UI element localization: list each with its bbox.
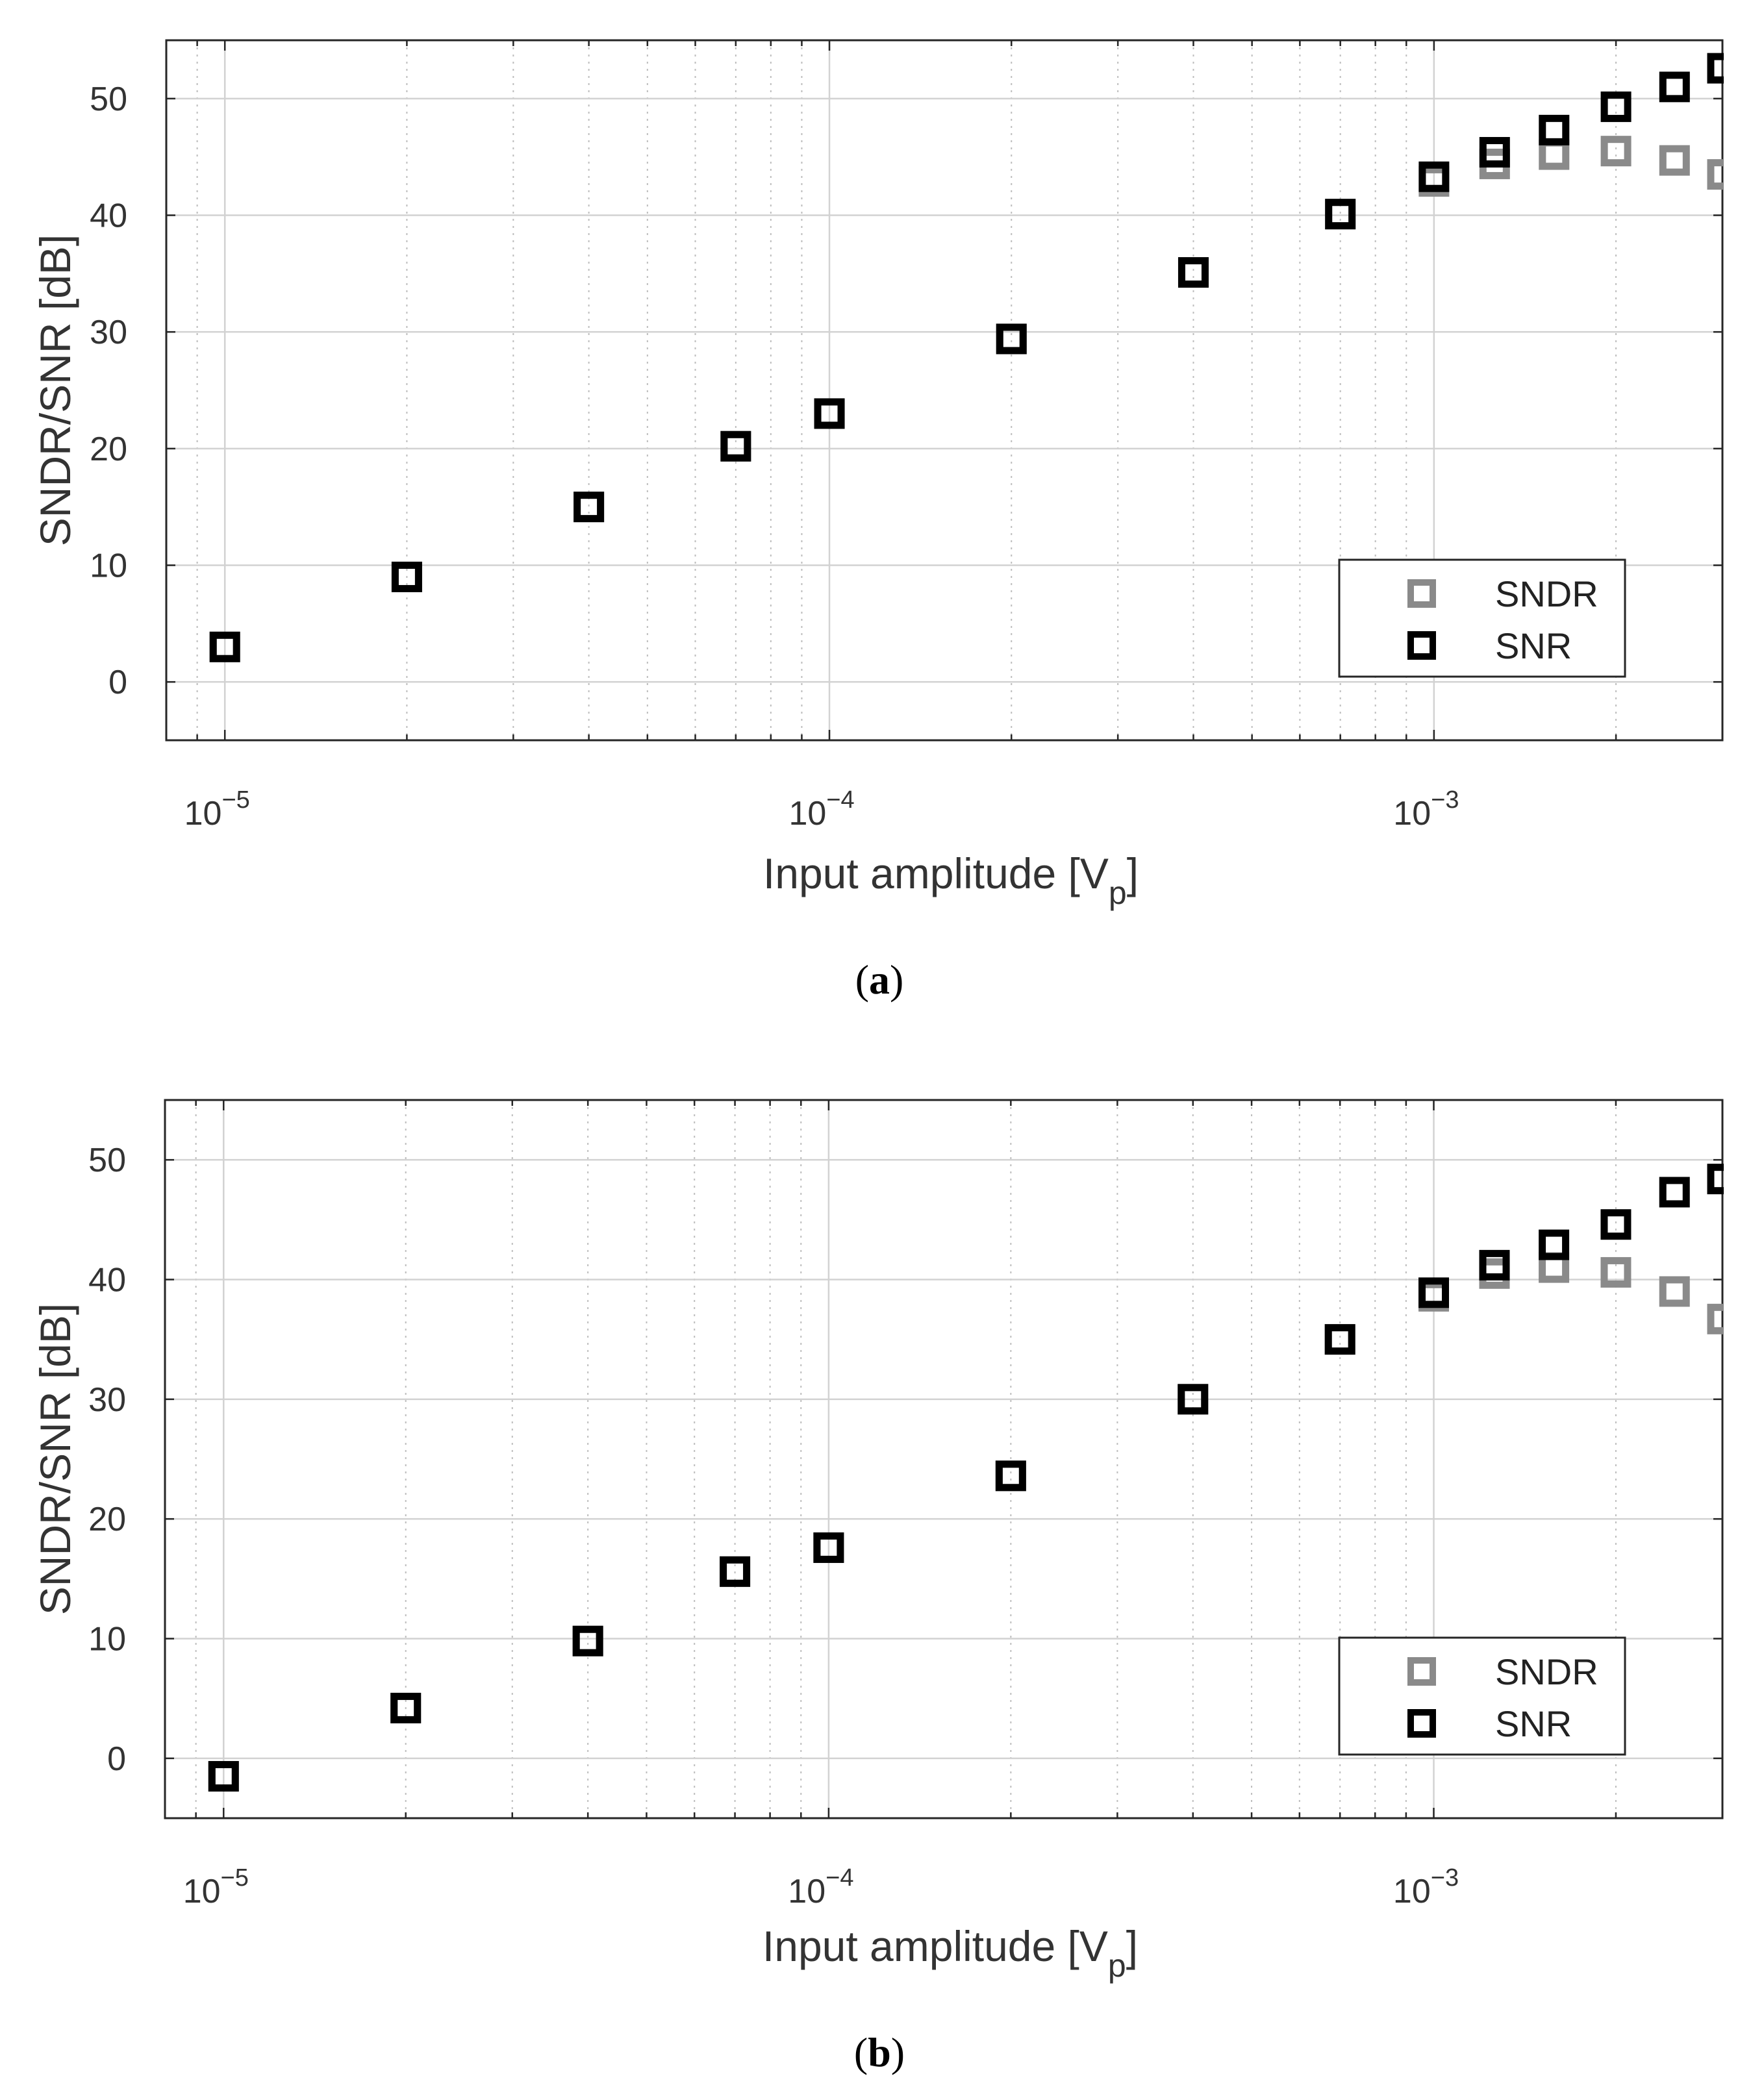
legend-marker-sndr [1407, 1657, 1436, 1686]
legend-label-sndr: SNDR [1495, 1651, 1598, 1692]
data-point-snr [1600, 91, 1632, 122]
data-point-sndr [1600, 136, 1632, 167]
y-tick-label: 50 [90, 81, 127, 118]
legend-label-sndr: SNDR [1495, 573, 1598, 614]
chart-panel-b: 0 10 20 30 40 50 10−5 10−4 10−3 Input amplitude [… [31, 1099, 1724, 2075]
panel-caption: (a) [855, 956, 904, 1003]
y-tick-label: 10 [90, 547, 127, 585]
legend-marker-snr [1407, 631, 1436, 660]
data-point-snr [1539, 114, 1570, 145]
tick-marks [165, 1100, 1722, 1818]
chart-panel-a: 0 10 20 30 40 50 10−5 10−4 10−3 Input amplitude [… [31, 39, 1724, 1003]
data-point-sndr [1600, 1256, 1632, 1288]
data-point-snr [209, 631, 240, 662]
y-tick-label: 20 [88, 1501, 126, 1538]
y-tick-label: 20 [90, 431, 127, 468]
data-point-snr [720, 431, 751, 462]
x-tick-label: 10−4 [788, 1864, 853, 1910]
data-point-sndr [1707, 1303, 1724, 1334]
data-point-snr [572, 1625, 603, 1656]
data-point-sndr [1659, 145, 1690, 176]
y-tick-label: 10 [88, 1621, 126, 1658]
data-point-snr [1325, 199, 1356, 230]
data-point-snr [391, 561, 422, 592]
data-point-sndr [1707, 159, 1724, 190]
legend: SNDR SNR [1338, 558, 1626, 678]
panel-caption: (b) [854, 2029, 905, 2075]
data-point-snr [1178, 257, 1209, 288]
data-point-snr [1600, 1209, 1632, 1240]
data-point-snr [1418, 1277, 1450, 1308]
y-tick-label: 30 [90, 314, 127, 351]
data-point-snr [1479, 1249, 1510, 1281]
y-tick-label: 0 [107, 1740, 126, 1778]
data-point-snr [813, 1532, 844, 1563]
data-point-sndr [1659, 1276, 1690, 1307]
data-point-snr [390, 1692, 422, 1723]
series-snr [208, 1164, 1724, 1792]
y-tick-label: 30 [88, 1381, 126, 1419]
y-tick-label: 40 [88, 1262, 126, 1299]
x-tick-label: 10−5 [183, 1864, 249, 1910]
data-point-snr [1324, 1324, 1355, 1355]
axes-box [165, 39, 1724, 742]
grid [165, 1100, 1722, 1818]
legend-label-snr: SNR [1495, 625, 1572, 666]
legend-box [1338, 1636, 1626, 1756]
data-point-snr [208, 1760, 239, 1792]
x-tick-label: 10−4 [788, 786, 854, 832]
y-tick-label: 0 [108, 664, 127, 701]
legend-box [1338, 558, 1626, 678]
x-axis-label: Input amplitude [Vp] [763, 849, 1139, 911]
data-point-snr [1707, 1164, 1724, 1195]
legend-marker-snr [1407, 1709, 1436, 1738]
x-axis-label: Input amplitude [Vp] [762, 1922, 1138, 1984]
data-point-snr [1479, 136, 1510, 168]
legend: SNDR SNR [1338, 1636, 1626, 1756]
data-point-snr [573, 492, 605, 523]
axes-box [164, 1099, 1724, 1819]
series-snr [209, 53, 1724, 662]
legend-label-snr: SNR [1495, 1703, 1572, 1744]
y-tick-label: 50 [88, 1142, 126, 1179]
data-point-snr [1418, 161, 1450, 192]
x-tick-label: 10−3 [1393, 1864, 1459, 1910]
data-point-snr [1178, 1384, 1209, 1415]
data-point-snr [1659, 1177, 1690, 1208]
y-axis-label: SNDR/SNR [dB] [31, 234, 79, 546]
legend-marker-sndr [1407, 579, 1436, 608]
data-point-snr [720, 1556, 751, 1587]
data-point-snr [1707, 53, 1724, 84]
data-point-snr [996, 323, 1027, 355]
x-tick-label: 10−5 [184, 786, 250, 832]
data-point-snr [1659, 71, 1690, 103]
data-point-snr [995, 1460, 1026, 1492]
x-tick-label: 10−3 [1393, 786, 1459, 832]
data-point-snr [1539, 1229, 1570, 1260]
y-tick-label: 40 [90, 197, 127, 235]
data-point-snr [814, 398, 845, 429]
y-axis-label: SNDR/SNR [dB] [31, 1303, 79, 1615]
